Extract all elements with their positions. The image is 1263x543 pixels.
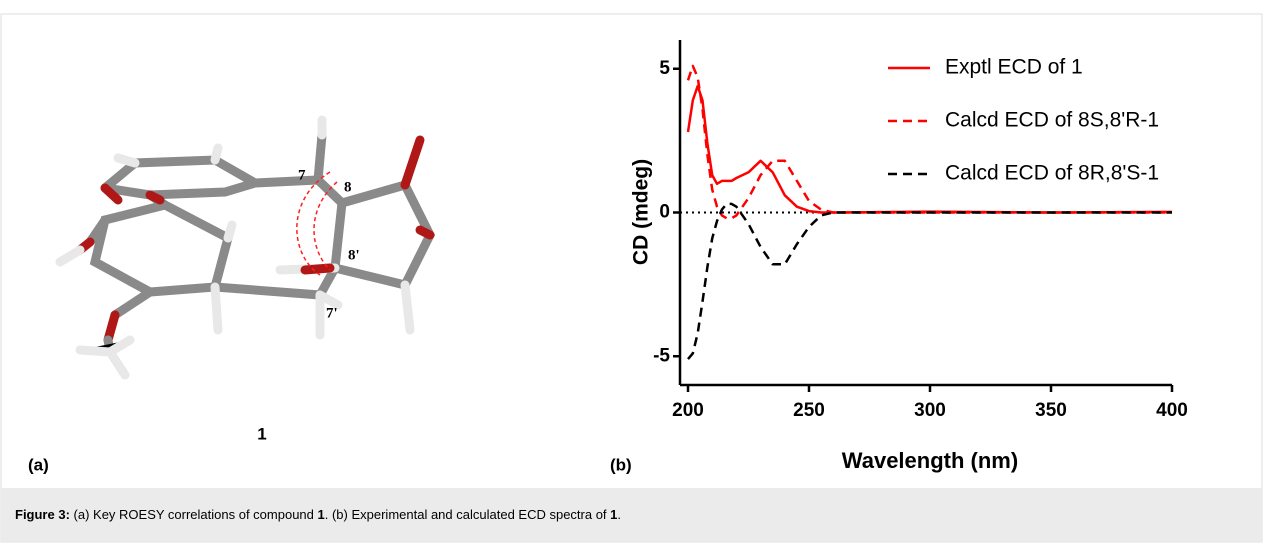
caption-text: 1 — [610, 507, 617, 522]
y-axis-label: CD (mdeg) — [630, 159, 653, 265]
x-tick-label: 350 — [1035, 400, 1067, 421]
x-tick-label: 200 — [672, 400, 704, 421]
atom-label: 8' — [348, 247, 360, 263]
x-tick-label: 300 — [914, 400, 946, 421]
y-tick-label: 5 — [659, 58, 670, 79]
caption-text: . — [617, 507, 621, 522]
caption-text: 1 — [318, 507, 325, 522]
y-tick-label: 0 — [659, 202, 670, 223]
caption-text: . (b) Experimental and calculated ECD sp… — [325, 507, 610, 522]
legend-label: Exptl ECD of 1 — [945, 56, 1083, 79]
figure: 7 8 8' 7' 1 (a) (b) CD (mdeg) Wavelength… — [0, 0, 1263, 543]
x-axis-label: Wavelength (nm) — [842, 448, 1018, 473]
panel-label: (a) — [28, 455, 49, 474]
caption: Figure 3: (a) Key ROESY correlations of … — [15, 507, 621, 522]
x-tick-label: 250 — [793, 400, 825, 421]
panel-label: (b) — [610, 455, 632, 474]
caption-label: Figure 3: — [15, 507, 70, 522]
y-tick-label: -5 — [653, 345, 670, 366]
legend-label: Calcd ECD of 8S,8'R-1 — [945, 109, 1159, 132]
legend-label: Calcd ECD of 8R,8'S-1 — [945, 162, 1159, 185]
atom-label: 7 — [298, 167, 306, 183]
caption-text: (a) Key ROESY correlations of compound — [70, 507, 318, 522]
atom-label: 8 — [344, 179, 352, 195]
x-tick-label: 400 — [1156, 400, 1188, 421]
atom-label: 7' — [326, 305, 338, 321]
compound-label: 1 — [257, 424, 266, 443]
